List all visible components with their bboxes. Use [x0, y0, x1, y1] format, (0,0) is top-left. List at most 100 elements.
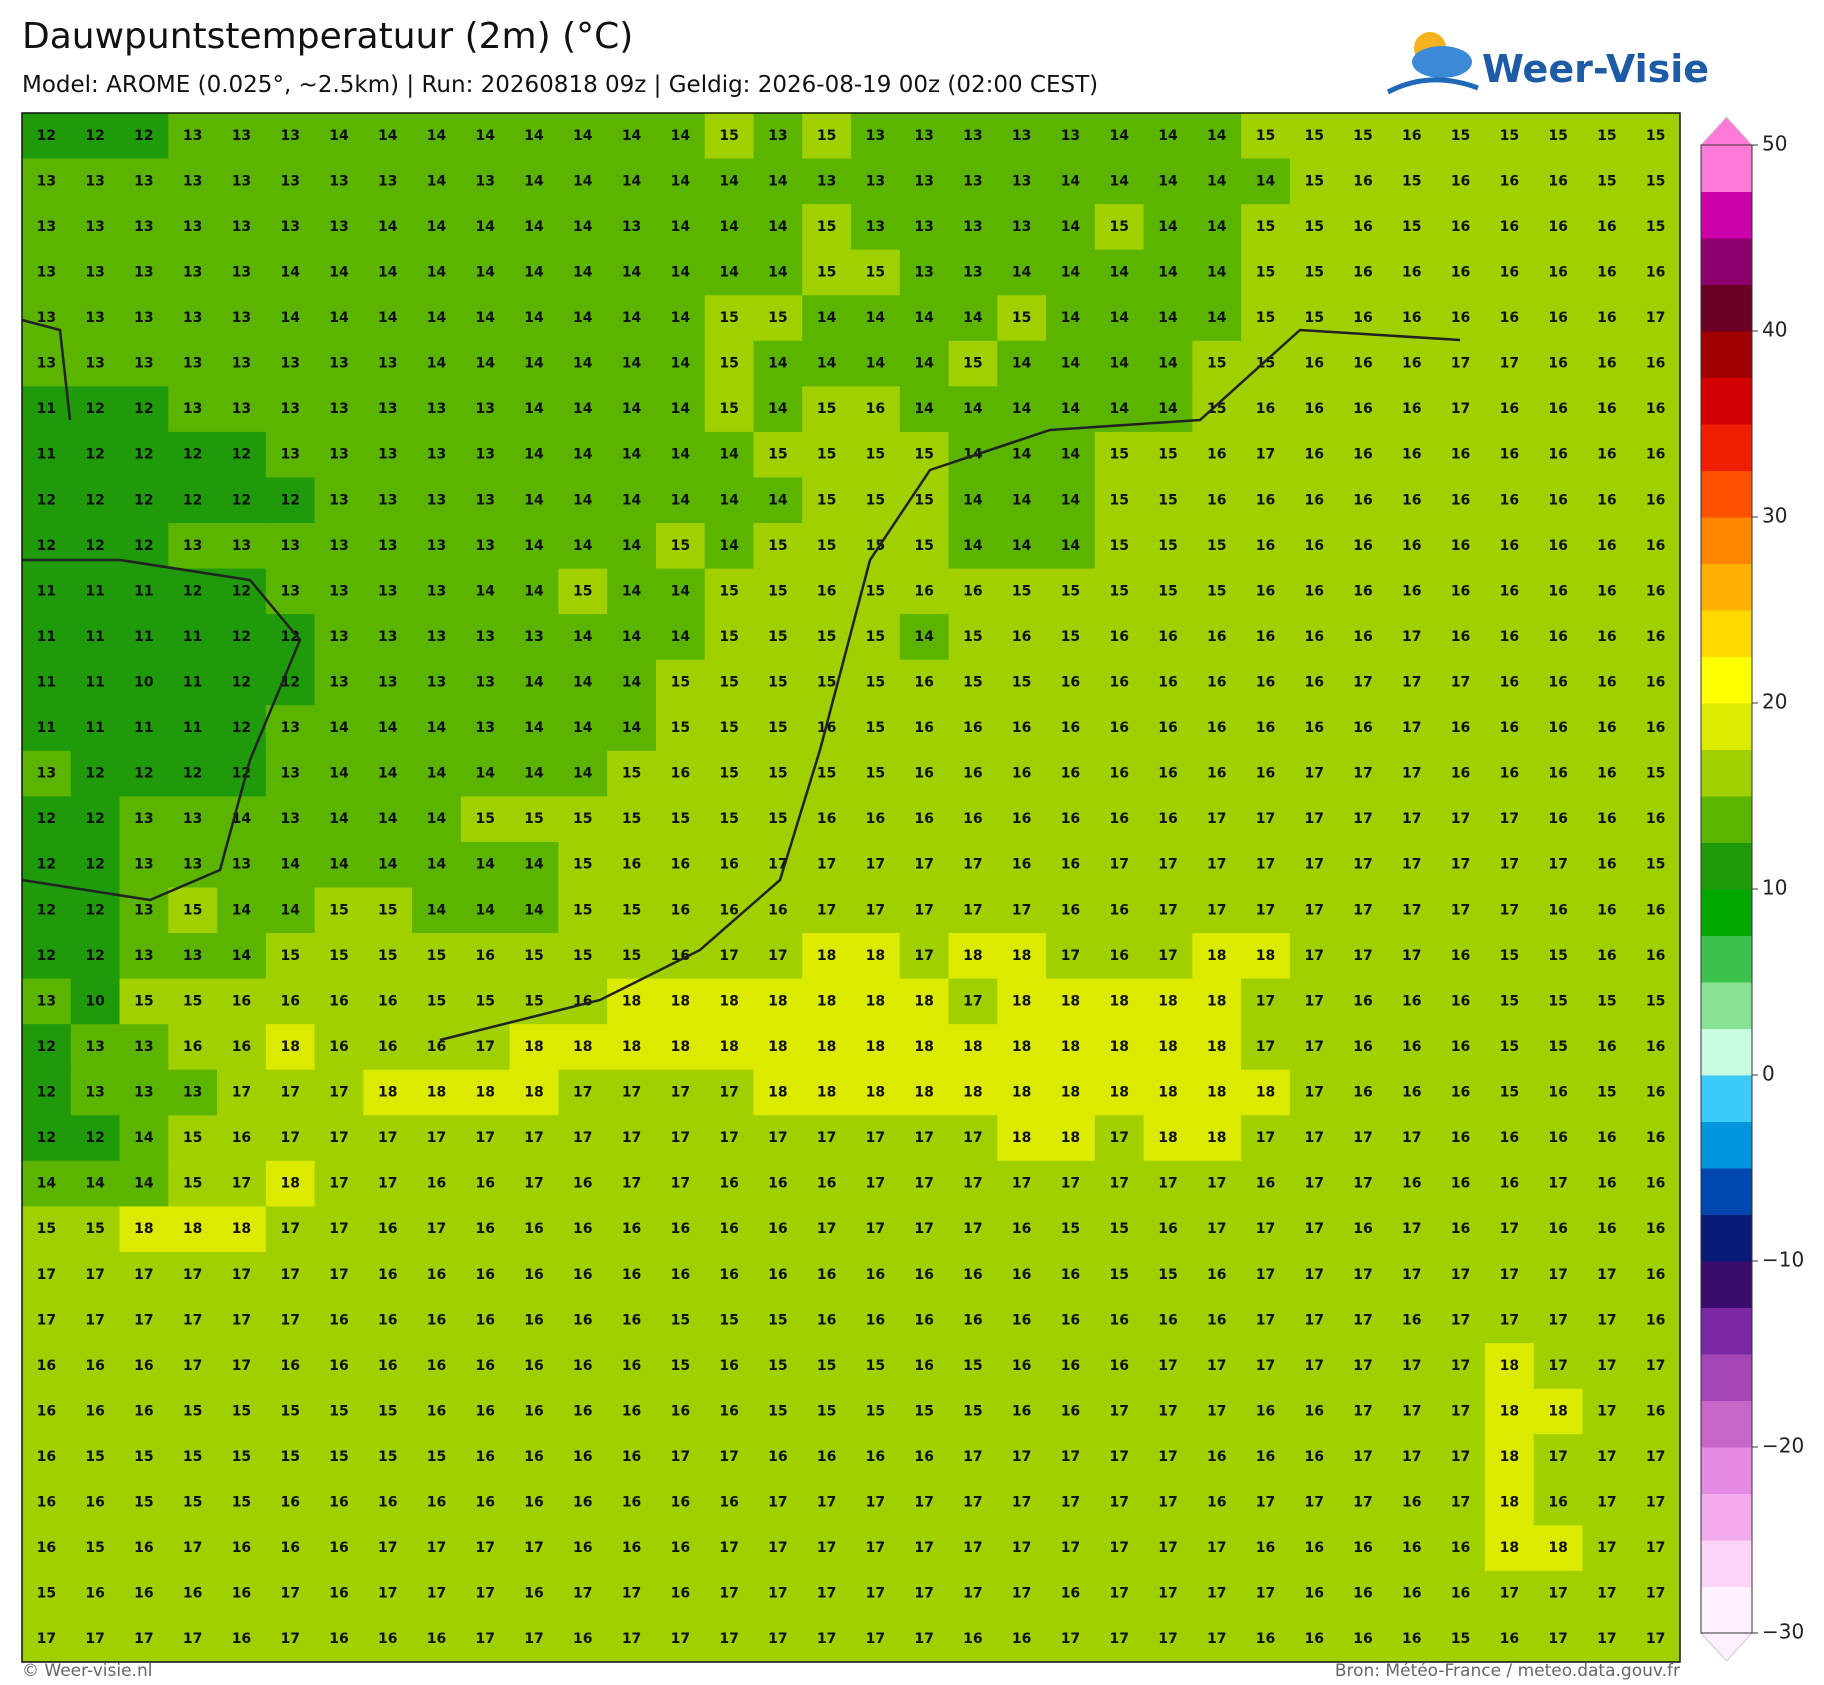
field-cell — [119, 796, 169, 843]
field-cell — [997, 841, 1047, 888]
cell-value: 16 — [1451, 1130, 1470, 1146]
field-cell — [217, 1343, 267, 1390]
field-cell — [1192, 1388, 1242, 1435]
field-cell — [1436, 249, 1486, 296]
field-cell — [655, 614, 706, 661]
field-cell — [1436, 340, 1486, 387]
cell-value: 14 — [768, 173, 788, 189]
cell-value: 16 — [1353, 1221, 1372, 1237]
field-cell — [509, 1251, 559, 1299]
cell-value: 15 — [768, 629, 787, 645]
cell-value: 13 — [1012, 219, 1031, 235]
field-cell — [753, 158, 803, 205]
cell-value: 16 — [1500, 219, 1519, 235]
field-cell — [1241, 431, 1291, 478]
field-cell — [851, 887, 901, 934]
field-cell — [119, 1297, 169, 1344]
field-cell — [558, 887, 608, 934]
field-cell — [1289, 1570, 1340, 1617]
field-cell — [1631, 340, 1681, 387]
cell-value: 15 — [1500, 948, 1519, 964]
colorbar-segment — [1701, 982, 1752, 1029]
field-cell — [22, 750, 72, 797]
field-cell — [948, 1024, 998, 1071]
cell-value: 17 — [1305, 1221, 1324, 1237]
cell-value: 17 — [768, 1631, 787, 1647]
field-cell — [1533, 1388, 1583, 1435]
cell-value: 15 — [1158, 447, 1177, 463]
cell-value: 15 — [817, 538, 836, 554]
field-cell — [655, 1525, 706, 1572]
cell-value: 17 — [378, 1176, 397, 1192]
cell-value: 17 — [1207, 1358, 1226, 1374]
cell-value: 17 — [1353, 1449, 1372, 1465]
cell-value: 16 — [1109, 674, 1128, 690]
field-cell — [1631, 796, 1681, 843]
field-cell — [899, 158, 950, 205]
field-cell — [119, 659, 169, 706]
cell-value: 16 — [1500, 310, 1519, 326]
field-cell — [1484, 978, 1535, 1025]
cell-value: 14 — [232, 902, 252, 918]
cell-value: 15 — [1305, 219, 1324, 235]
cell-value: 16 — [1256, 629, 1275, 645]
cell-value: 17 — [524, 1540, 543, 1556]
field-cell — [314, 1160, 364, 1207]
cell-value: 15 — [1548, 128, 1567, 144]
colorbar-tick-label: −20 — [1762, 1434, 1804, 1458]
field-cell — [1289, 750, 1340, 797]
field-cell — [509, 705, 559, 752]
field-cell — [1484, 158, 1535, 205]
cell-value: 18 — [183, 1221, 202, 1237]
cell-value: 13 — [183, 857, 202, 873]
field-cell — [363, 841, 413, 888]
field-cell — [1094, 1434, 1145, 1481]
cell-value: 16 — [1597, 447, 1616, 463]
cell-value: 18 — [1548, 1403, 1567, 1419]
cell-value: 15 — [1061, 1221, 1080, 1237]
cell-value: 17 — [1305, 766, 1324, 782]
field-cell — [1582, 614, 1632, 661]
cell-value: 17 — [183, 1631, 202, 1647]
field-cell — [1582, 978, 1632, 1025]
field-cell — [851, 1525, 901, 1572]
cell-value: 16 — [1402, 356, 1421, 372]
cell-value: 14 — [573, 720, 593, 736]
field-cell — [1338, 1251, 1388, 1299]
cell-value: 17 — [963, 993, 982, 1009]
cell-value: 16 — [573, 1221, 592, 1237]
cell-value: 15 — [963, 356, 982, 372]
cell-value: 14 — [378, 811, 398, 827]
field-cell — [607, 568, 657, 615]
field-cell — [70, 1343, 121, 1390]
cell-value: 17 — [1548, 1586, 1567, 1602]
field-cell — [217, 1115, 267, 1162]
field-cell — [1387, 1069, 1437, 1116]
cell-value: 13 — [378, 583, 397, 599]
field-cell — [1241, 295, 1291, 342]
field-cell — [1631, 1570, 1681, 1617]
field-cell — [607, 659, 657, 706]
field-cell — [607, 204, 657, 251]
cell-value: 16 — [378, 1039, 397, 1055]
field-cell — [1631, 750, 1681, 797]
field-cell — [851, 477, 901, 524]
field-cell — [314, 887, 364, 934]
field-cell — [1192, 750, 1242, 797]
cell-value: 16 — [1353, 173, 1372, 189]
field-cell — [948, 1479, 998, 1526]
cell-value: 14 — [476, 857, 496, 873]
field-cell — [412, 1297, 462, 1344]
field-cell — [1338, 705, 1388, 752]
field-cell — [655, 841, 706, 888]
field-cell — [802, 1343, 852, 1390]
cell-value: 16 — [1256, 1403, 1275, 1419]
field-cell — [1631, 113, 1681, 160]
field-cell — [899, 431, 950, 478]
field-cell — [1143, 841, 1193, 888]
field-cell — [1094, 1479, 1145, 1526]
cell-value: 13 — [866, 173, 885, 189]
cell-value: 16 — [1548, 173, 1567, 189]
cell-value: 18 — [1500, 1403, 1519, 1419]
cell-value: 16 — [1500, 674, 1519, 690]
